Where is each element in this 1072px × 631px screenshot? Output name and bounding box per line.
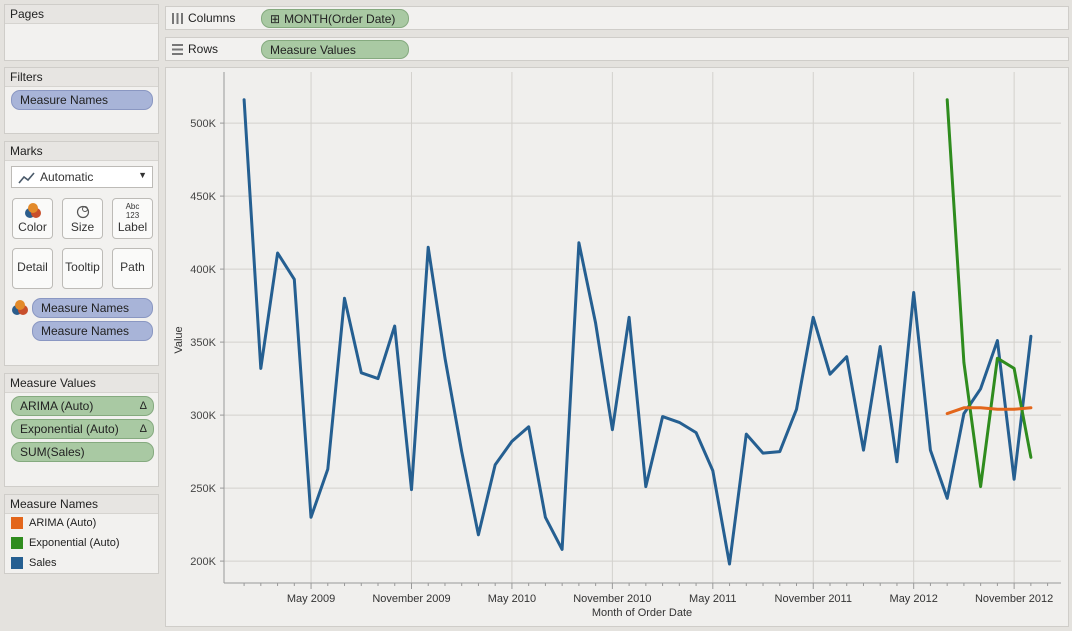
measure-pill-arima-label: ARIMA (Auto) (20, 399, 94, 413)
columns-pill-label: MONTH(Order Date) (284, 12, 396, 26)
x-tick-labels: May 2009 November 2009 May 2010 November 20… (287, 593, 1053, 605)
x-tick-label: November 2010 (573, 593, 651, 605)
measure-pill-exponential[interactable]: Exponential (Auto) Δ (11, 419, 154, 439)
measure-values-panel: Measure Values ARIMA (Auto) Δ Exponentia… (4, 373, 159, 487)
color-icon (25, 203, 41, 218)
measure-pill-exponential-label: Exponential (Auto) (20, 422, 119, 436)
color-encoding-icon (12, 300, 28, 315)
x-tick-label: November 2012 (975, 593, 1053, 605)
x-tick-label: May 2010 (488, 593, 536, 605)
size-button[interactable]: Size (62, 198, 103, 239)
tooltip-button-label: Tooltip (65, 260, 100, 274)
x-tick-label: May 2012 (890, 593, 938, 605)
rows-label: Rows (188, 42, 219, 56)
legend-label-sales: Sales (29, 557, 57, 569)
x-tick-label: November 2011 (775, 593, 852, 605)
rows-pill-measure-values[interactable]: Measure Values (261, 40, 409, 59)
columns-shelf[interactable]: Columns ⊞ MONTH(Order Date) (165, 6, 1069, 30)
y-tick-labels: 200K 250K 300K 350K 400K 450K 500K (190, 118, 216, 568)
x-axis-label: Month of Order Date (592, 607, 692, 619)
color-button[interactable]: Color (12, 198, 53, 239)
legend-item-arima[interactable]: ARIMA (Auto) (11, 517, 96, 531)
legend-title: Measure Names (5, 495, 158, 514)
mark-type-label: Automatic (40, 170, 94, 184)
mark-type-dropdown[interactable]: Automatic ▼ (11, 166, 153, 188)
measure-values-title: Measure Values (5, 374, 158, 393)
size-icon (76, 205, 90, 219)
label-button-label: Label (117, 220, 148, 234)
filters-panel: Filters Measure Names (4, 67, 159, 134)
rows-shelf[interactable]: Rows Measure Values (165, 37, 1069, 61)
pages-panel: Pages (4, 4, 159, 61)
y-tick-label: 250K (190, 483, 216, 495)
color-button-label: Color (18, 220, 47, 234)
columns-label: Columns (188, 11, 236, 25)
filters-title: Filters (5, 68, 158, 87)
measure-pill-sum-sales[interactable]: SUM(Sales) (11, 442, 154, 462)
marks-pill-measure-names-color[interactable]: Measure Names (32, 298, 153, 318)
y-tick-label: 500K (190, 118, 216, 130)
pages-title: Pages (5, 5, 158, 24)
detail-button-label: Detail (17, 260, 48, 274)
tooltip-button[interactable]: Tooltip (62, 248, 103, 289)
columns-pill-month-order-date[interactable]: ⊞ MONTH(Order Date) (261, 9, 409, 28)
legend-swatch-arima (11, 517, 23, 530)
abc-123-icon: Abc 123 (125, 202, 140, 220)
measure-pill-arima[interactable]: ARIMA (Auto) Δ (11, 396, 154, 416)
marks-panel: Marks Automatic ▼ Color Size Abc 123 Lab… (4, 141, 159, 366)
x-tick-label: November 2009 (372, 593, 450, 605)
size-button-label: Size (70, 220, 95, 234)
legend-item-sales[interactable]: Sales (11, 557, 57, 571)
x-tick-label: May 2011 (689, 593, 737, 605)
gridlines (224, 72, 1061, 583)
line-mark-icon (18, 172, 35, 184)
detail-button[interactable]: Detail (12, 248, 53, 289)
series-line-arima-auto[interactable] (945, 406, 1033, 416)
axes (220, 72, 1061, 589)
columns-icon (172, 13, 183, 24)
y-tick-label: 450K (190, 191, 216, 203)
series-line-exponential-auto[interactable] (945, 98, 1033, 489)
label-button[interactable]: Abc 123 Label (112, 198, 153, 239)
legend-item-exponential[interactable]: Exponential (Auto) (11, 537, 120, 551)
x-tick-label: May 2009 (287, 593, 335, 605)
rows-icon (172, 44, 183, 55)
color-legend-panel: Measure Names ARIMA (Auto) Exponential (… (4, 494, 159, 574)
delta-icon: Δ (139, 400, 147, 412)
chart-panel: 200K 250K 300K 350K 400K 450K 500K May 2009 Nov… (165, 67, 1069, 627)
legend-swatch-sales (11, 557, 23, 570)
y-tick-label: 200K (190, 556, 216, 568)
y-tick-label: 300K (190, 410, 216, 422)
path-button[interactable]: Path (112, 248, 153, 289)
legend-swatch-exponential (11, 537, 23, 550)
marks-pill-measure-names-path[interactable]: Measure Names (32, 321, 153, 341)
filter-pill-measure-names[interactable]: Measure Names (11, 90, 153, 110)
path-button-label: Path (120, 260, 145, 274)
delta-icon: Δ (139, 423, 147, 435)
expand-icon[interactable]: ⊞ (270, 12, 281, 26)
line-chart: 200K 250K 300K 350K 400K 450K 500K May 2009 Nov… (173, 72, 1061, 619)
legend-label-exponential: Exponential (Auto) (29, 537, 120, 549)
series-line-sales[interactable] (242, 98, 1033, 566)
series-lines (242, 98, 1033, 566)
y-axis-label: Value (173, 326, 185, 353)
y-tick-label: 400K (190, 264, 216, 276)
chevron-down-icon: ▼ (138, 170, 147, 180)
y-tick-label: 350K (190, 337, 216, 349)
legend-label-arima: ARIMA (Auto) (29, 517, 97, 529)
marks-title: Marks (5, 142, 158, 161)
